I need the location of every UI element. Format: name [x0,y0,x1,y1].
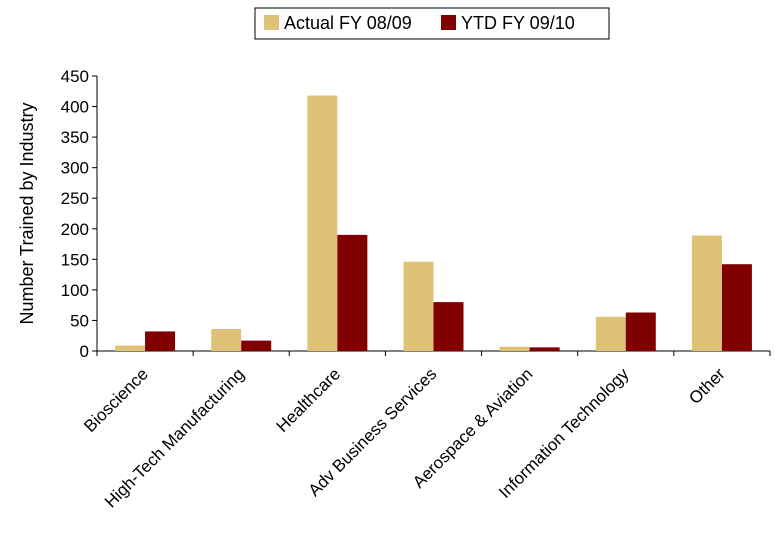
bar-actual [403,261,434,351]
y-tick-label: 350 [61,128,89,147]
y-tick-label: 150 [61,250,89,269]
bar-ytd [145,331,176,351]
x-tick-label: Bioscience [80,364,152,436]
legend-swatch [264,15,279,30]
y-tick-label: 400 [61,98,89,117]
x-tick-label: Other [685,364,729,408]
bar-actual [595,316,626,351]
bar-ytd [241,340,272,351]
legend-label: Actual FY 08/09 [284,13,412,33]
y-axis: 0 50 100 150 200 250 300 350 400 450 [61,67,98,361]
bars [115,95,752,351]
y-tick-label: 50 [70,311,89,330]
legend: Actual FY 08/09 YTD FY 09/10 [254,7,610,40]
bar-ytd [529,347,560,351]
bar-ytd [433,302,464,351]
y-tick-label: 200 [61,220,89,239]
bar-actual [115,345,146,351]
x-tick-label: Healthcare [273,364,345,436]
bar-actual [499,346,530,351]
x-axis [96,350,771,356]
bar-actual [307,95,338,351]
legend-box [254,7,610,40]
legend-swatch [441,15,456,30]
bar-ytd [337,234,368,351]
y-tick-label: 250 [61,189,89,208]
y-tick-label: 450 [61,67,89,86]
legend-label: YTD FY 09/10 [461,13,575,33]
y-tick-label: 100 [61,281,89,300]
bar-ytd [721,264,752,351]
bar-actual [691,235,722,351]
y-tick-label: 300 [61,159,89,178]
bar-actual [211,329,242,351]
y-axis-title: Number Trained by Industry [17,102,37,324]
bar-ytd [625,312,656,351]
y-tick-label: 0 [80,342,89,361]
